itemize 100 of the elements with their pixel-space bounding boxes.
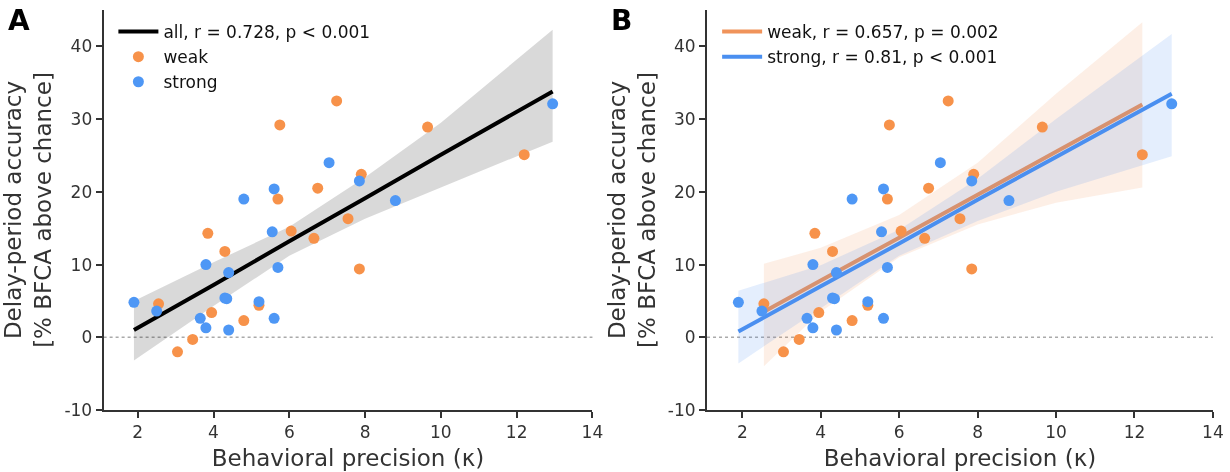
point (801, 312, 813, 324)
point (877, 312, 889, 324)
point (830, 324, 842, 336)
x-tick-label: 4 (815, 422, 827, 443)
point (323, 157, 335, 169)
legend-label: all, r = 0.728, p < 0.001 (163, 22, 371, 43)
point (518, 149, 530, 161)
point (353, 175, 365, 187)
point (272, 193, 284, 205)
x-tick-label: 12 (505, 422, 528, 443)
y-tick-label: 30 (673, 109, 696, 130)
point (846, 193, 858, 205)
point (128, 296, 140, 308)
point (422, 121, 434, 133)
point (238, 315, 250, 327)
point (312, 182, 324, 194)
point (151, 305, 163, 317)
point (942, 95, 954, 107)
point (353, 263, 365, 275)
point (268, 312, 280, 324)
point (194, 312, 206, 324)
x-tick-label: 2 (736, 422, 748, 443)
point (308, 232, 320, 244)
point (223, 267, 235, 279)
y-tick-label: -10 (64, 399, 93, 420)
x-axis-title: Behavioral precision (κ) (823, 444, 1097, 471)
point (1036, 121, 1048, 133)
point (881, 193, 893, 205)
y-axis-title: Delay-period accuracy [% BFCA above chance] (0, 72, 57, 348)
point (777, 346, 789, 358)
text: B (611, 4, 633, 37)
legend-label: strong, r = 0.81, p < 0.001 (767, 47, 998, 68)
y-tick-label: 10 (70, 254, 93, 275)
point (1166, 98, 1178, 110)
x-tick-label: 4 (208, 422, 219, 443)
x-tick-label: 8 (972, 422, 984, 443)
x-tick-label: 12 (1123, 422, 1146, 443)
point (881, 261, 893, 273)
y-tick-label: -10 (667, 399, 696, 420)
point (266, 226, 278, 238)
point (285, 225, 297, 237)
legend-label: weak (163, 47, 209, 68)
point (200, 259, 212, 271)
y-tick-label: 0 (81, 327, 93, 348)
point (954, 213, 966, 225)
point (547, 98, 559, 110)
point (342, 213, 354, 225)
y-tick-label: 10 (673, 254, 696, 275)
line-series (736, 91, 1174, 334)
y-tick-label: 30 (70, 109, 93, 130)
x-tick-label: 6 (893, 422, 905, 443)
point (756, 305, 768, 317)
point (846, 315, 858, 327)
point (389, 195, 401, 207)
y-tick-label: 40 (70, 36, 93, 57)
x-tick-label: 10 (1045, 422, 1067, 443)
point (200, 322, 212, 334)
point (807, 322, 819, 334)
x-tick-label: 10 (430, 422, 452, 443)
x-tick-label: 8 (359, 422, 371, 443)
x-tick-label: 14 (1202, 422, 1224, 443)
x-tick-label: 2 (132, 422, 144, 443)
point (1003, 195, 1015, 207)
point (809, 227, 821, 239)
point (331, 95, 343, 107)
legend-label: strong (163, 72, 218, 93)
y-tick-label: 0 (684, 327, 696, 348)
point (966, 175, 978, 187)
x-tick-label: 14 (581, 422, 604, 443)
point (919, 232, 931, 244)
y-tick-label: 40 (673, 36, 696, 57)
point (830, 267, 842, 279)
x-axis-title: Behavioral precision (κ) (211, 444, 485, 471)
point (274, 119, 286, 131)
point (272, 261, 284, 273)
point (172, 346, 183, 358)
point (876, 226, 888, 238)
point (1136, 149, 1148, 161)
point (883, 119, 895, 131)
point (827, 245, 839, 257)
y-axis-title: Delay-period accuracy [% BFCA above chance] (603, 72, 660, 348)
point (202, 227, 214, 239)
text: A (8, 4, 30, 37)
x-tick-label: 6 (283, 422, 295, 443)
point (732, 296, 744, 308)
point (923, 182, 935, 194)
point (219, 245, 231, 257)
point (895, 225, 907, 237)
point (966, 263, 978, 275)
point (793, 333, 805, 345)
point (807, 259, 819, 271)
y-tick-label: 20 (70, 181, 93, 202)
point (187, 333, 199, 345)
legend-label: weak, r = 0.657, p = 0.002 (767, 22, 999, 43)
point (268, 183, 280, 195)
point (934, 157, 946, 169)
point (206, 307, 218, 319)
point (813, 307, 825, 319)
y-tick-label: 20 (673, 181, 696, 202)
point (223, 324, 235, 336)
